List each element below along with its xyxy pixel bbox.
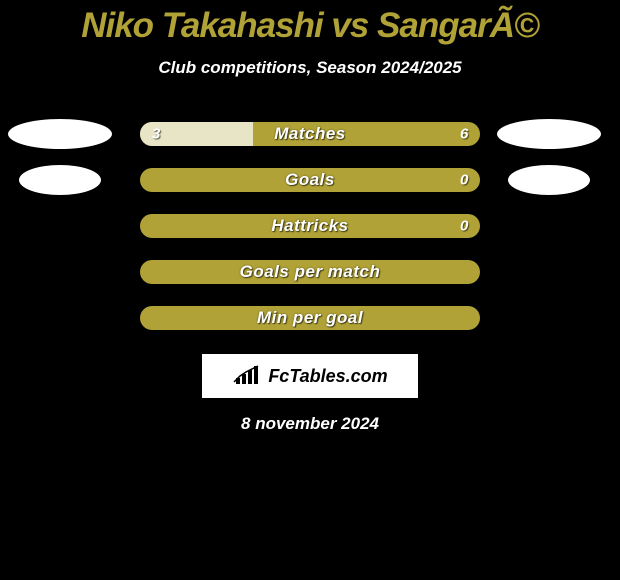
stat-row: Hattricks0 xyxy=(0,212,620,240)
brand-badge: FcTables.com xyxy=(202,354,418,398)
page-title: Niko Takahashi vs SangarÃ© xyxy=(0,0,620,46)
comparison-chart: Matches36Goals0Hattricks0Goals per match… xyxy=(0,120,620,332)
stat-value-left: 3 xyxy=(152,126,160,143)
stat-row: Matches3 6 xyxy=(0,120,620,148)
stat-label: Hattricks xyxy=(0,216,620,236)
brand-text: FcTables.com xyxy=(268,366,387,387)
stat-label: Goals xyxy=(0,170,620,190)
stat-label: Min per goal xyxy=(0,308,620,328)
stat-value-right: 0 xyxy=(460,172,468,189)
stat-value-right: 0 xyxy=(460,218,468,235)
stat-label: Matches xyxy=(0,124,620,144)
stat-row: Goals per match xyxy=(0,258,620,286)
stat-row: Goals0 xyxy=(0,166,620,194)
brand-icon xyxy=(232,364,264,388)
stat-label: Goals per match xyxy=(0,262,620,282)
stat-row: Min per goal xyxy=(0,304,620,332)
stat-value-right: 6 xyxy=(460,126,468,143)
subtitle: Club competitions, Season 2024/2025 xyxy=(0,58,620,78)
date-text: 8 november 2024 xyxy=(0,414,620,434)
